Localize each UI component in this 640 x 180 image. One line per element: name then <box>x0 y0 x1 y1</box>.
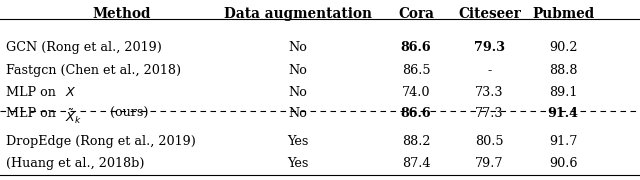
Text: 90.6: 90.6 <box>549 157 577 170</box>
Text: Yes: Yes <box>287 135 308 148</box>
Text: Citeseer: Citeseer <box>458 7 521 21</box>
Text: 86.6: 86.6 <box>401 107 431 120</box>
Text: GCN (Rong et al., 2019): GCN (Rong et al., 2019) <box>6 41 163 54</box>
Text: 79.3: 79.3 <box>474 41 505 54</box>
Text: 91.7: 91.7 <box>549 135 577 148</box>
Text: MLP on: MLP on <box>6 107 60 120</box>
Text: MLP on: MLP on <box>6 86 60 98</box>
Text: 74.0: 74.0 <box>402 86 430 98</box>
Text: 90.2: 90.2 <box>549 41 577 54</box>
Text: No: No <box>288 41 307 54</box>
Text: Cora: Cora <box>398 7 434 21</box>
Text: 88.8: 88.8 <box>549 64 577 77</box>
Text: DropEdge (Rong et al., 2019): DropEdge (Rong et al., 2019) <box>6 135 196 148</box>
Text: $\tilde{X}_k$: $\tilde{X}_k$ <box>65 107 82 126</box>
Text: No: No <box>288 64 307 77</box>
Text: Fastgcn (Chen et al., 2018): Fastgcn (Chen et al., 2018) <box>6 64 182 77</box>
Text: 77.3: 77.3 <box>476 107 504 120</box>
Text: 73.3: 73.3 <box>476 86 504 98</box>
Text: 91.4: 91.4 <box>548 107 579 120</box>
Text: 86.5: 86.5 <box>402 64 430 77</box>
Text: No: No <box>288 107 307 120</box>
Text: 87.4: 87.4 <box>402 157 430 170</box>
Text: Method: Method <box>92 7 151 21</box>
Text: $X$: $X$ <box>65 86 77 98</box>
Text: 89.1: 89.1 <box>549 86 577 98</box>
Text: Pubmed: Pubmed <box>532 7 595 21</box>
Text: No: No <box>288 86 307 98</box>
Text: 79.7: 79.7 <box>476 157 504 170</box>
Text: 80.5: 80.5 <box>476 135 504 148</box>
Text: Yes: Yes <box>287 157 308 170</box>
Text: (Huang et al., 2018b): (Huang et al., 2018b) <box>6 157 145 170</box>
Text: Data augmentation: Data augmentation <box>223 7 372 21</box>
Text: (ours): (ours) <box>106 107 148 120</box>
Text: 86.6: 86.6 <box>401 41 431 54</box>
Text: -: - <box>488 64 492 77</box>
Text: 88.2: 88.2 <box>402 135 430 148</box>
